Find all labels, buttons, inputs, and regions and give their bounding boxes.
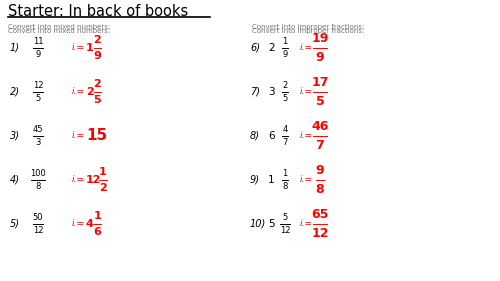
Text: 12: 12 <box>33 226 43 235</box>
Text: i.=: i.= <box>300 44 313 53</box>
Text: 6): 6) <box>250 43 260 53</box>
Text: 9): 9) <box>250 175 260 185</box>
Text: 2: 2 <box>86 87 94 97</box>
Text: 1: 1 <box>282 37 288 46</box>
Text: 7: 7 <box>282 138 288 147</box>
Text: 5: 5 <box>94 95 102 105</box>
Text: 45: 45 <box>33 125 43 134</box>
Text: 7): 7) <box>250 87 260 97</box>
Text: i.=: i.= <box>300 176 313 185</box>
Text: 1): 1) <box>10 43 20 53</box>
Text: 3: 3 <box>36 138 41 147</box>
Text: 8: 8 <box>282 182 288 191</box>
Text: 1: 1 <box>99 167 107 177</box>
Text: 9: 9 <box>316 164 324 176</box>
Text: 15: 15 <box>86 128 107 144</box>
Text: 4: 4 <box>282 125 288 134</box>
Text: 6: 6 <box>94 227 102 237</box>
Text: 2: 2 <box>268 43 274 53</box>
Text: 2: 2 <box>99 183 107 193</box>
Text: i.=: i.= <box>300 132 313 140</box>
Text: 4): 4) <box>10 175 20 185</box>
Text: 5: 5 <box>282 213 288 222</box>
Text: i.=: i.= <box>72 219 85 228</box>
Text: 11: 11 <box>33 37 43 46</box>
Text: Convert into mixed numbers:: Convert into mixed numbers: <box>8 28 110 34</box>
Text: 12: 12 <box>86 175 102 185</box>
Text: i.=: i.= <box>72 176 85 185</box>
Text: 8: 8 <box>36 182 41 191</box>
Text: Starter: In back of books: Starter: In back of books <box>8 4 188 19</box>
Text: 2: 2 <box>94 79 102 89</box>
Text: Convert into improper fractions:: Convert into improper fractions: <box>252 28 364 34</box>
Text: 7: 7 <box>316 139 324 152</box>
Text: 1: 1 <box>282 169 288 178</box>
Text: i.=: i.= <box>300 219 313 228</box>
Text: 2: 2 <box>94 35 102 45</box>
Text: 9: 9 <box>282 50 288 59</box>
Text: i.=: i.= <box>300 87 313 96</box>
Text: 5: 5 <box>316 96 324 108</box>
Text: 10): 10) <box>250 219 266 229</box>
Text: 5: 5 <box>282 94 288 103</box>
Text: 5): 5) <box>10 219 20 229</box>
Text: 50: 50 <box>33 213 43 222</box>
Text: 19: 19 <box>312 31 328 45</box>
Text: 17: 17 <box>311 76 329 89</box>
Text: 2): 2) <box>10 87 20 97</box>
Text: 2: 2 <box>282 81 288 90</box>
Text: 9: 9 <box>36 50 41 59</box>
Text: 5: 5 <box>268 219 274 229</box>
Text: 4: 4 <box>86 219 94 229</box>
Text: 5: 5 <box>36 94 41 103</box>
Text: 46: 46 <box>312 120 328 133</box>
Text: 12: 12 <box>33 81 43 90</box>
Text: 1: 1 <box>268 175 274 185</box>
Text: 3: 3 <box>268 87 274 97</box>
Text: 1: 1 <box>86 43 94 53</box>
Text: 8: 8 <box>316 183 324 196</box>
Text: Convert into mixed numbers:: Convert into mixed numbers: <box>8 24 110 30</box>
Text: 65: 65 <box>312 208 328 221</box>
Text: i.=: i.= <box>72 132 85 140</box>
Text: 12: 12 <box>311 227 329 241</box>
Text: 8): 8) <box>250 131 260 141</box>
Text: 3): 3) <box>10 131 20 141</box>
Text: 100: 100 <box>30 169 46 178</box>
Text: 9: 9 <box>316 51 324 64</box>
Text: 9: 9 <box>94 51 102 61</box>
Text: 12: 12 <box>280 226 290 235</box>
Text: i.=: i.= <box>72 87 85 96</box>
Text: Convert into improper fractions:: Convert into improper fractions: <box>252 24 364 30</box>
Text: 1: 1 <box>94 211 102 221</box>
Text: i.=: i.= <box>72 44 85 53</box>
Text: 6: 6 <box>268 131 274 141</box>
